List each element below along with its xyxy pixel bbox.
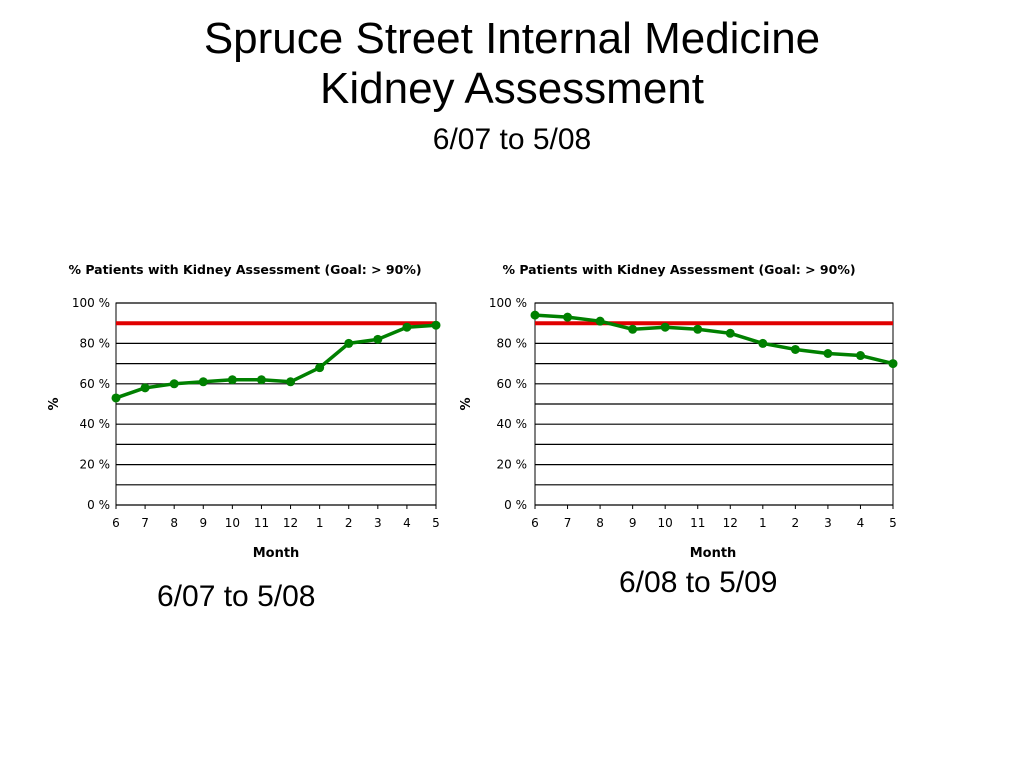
x-tick-label: 4	[403, 516, 411, 530]
x-tick-label: 9	[199, 516, 207, 530]
chart-title: % Patients with Kidney Assessment (Goal:…	[502, 262, 855, 277]
y-tick-label: 80 %	[497, 336, 528, 350]
x-tick-label: 5	[889, 516, 897, 530]
plot-border	[534, 302, 894, 506]
y-tick-label: 60 %	[497, 377, 528, 391]
data-point	[315, 363, 325, 373]
data-point	[888, 359, 898, 369]
x-tick-label: 11	[690, 516, 705, 530]
y-tick-label: 60 %	[80, 377, 111, 391]
data-point	[758, 338, 768, 348]
slide-title-block: Spruce Street Internal Medicine Kidney A…	[0, 14, 1024, 160]
data-point	[431, 320, 441, 330]
data-point	[140, 383, 150, 393]
data-point	[111, 393, 121, 403]
x-tick-label: 8	[596, 516, 604, 530]
data-point	[855, 351, 865, 361]
slide-subtitle: 6/07 to 5/08	[432, 123, 592, 156]
y-tick-label: 20 %	[80, 458, 111, 472]
x-tick-label: 7	[564, 516, 572, 530]
x-tick-label: 6	[112, 516, 120, 530]
y-tick-label: 0 %	[504, 498, 527, 512]
x-tick-label: 7	[141, 516, 149, 530]
x-tick-label: 2	[792, 516, 800, 530]
data-point	[563, 312, 573, 322]
caption-left: 6/07 to 5/08	[157, 580, 316, 613]
x-tick-label: 5	[432, 516, 440, 530]
x-tick-label: 2	[345, 516, 353, 530]
chart-title: % Patients with Kidney Assessment (Goal:…	[68, 262, 421, 277]
y-tick-label: 100 %	[489, 296, 527, 310]
data-point	[227, 375, 237, 385]
data-point	[790, 344, 800, 354]
data-point	[373, 334, 383, 344]
x-axis-label: Month	[253, 546, 300, 561]
data-point	[693, 324, 703, 334]
y-tick-label: 100 %	[72, 296, 110, 310]
x-tick-label: 4	[857, 516, 865, 530]
x-tick-label: 1	[316, 516, 324, 530]
x-tick-label: 3	[824, 516, 832, 530]
data-point	[169, 379, 179, 389]
y-axis-label: %	[459, 397, 474, 410]
x-tick-label: 3	[374, 516, 382, 530]
data-point	[286, 377, 296, 387]
y-tick-label: 80 %	[80, 336, 111, 350]
slide-title-line2: Kidney Assessment	[320, 64, 704, 113]
y-tick-label: 0 %	[87, 498, 110, 512]
x-tick-label: 6	[531, 516, 539, 530]
x-tick-label: 12	[723, 516, 738, 530]
y-tick-label: 40 %	[497, 417, 528, 431]
x-tick-label: 12	[283, 516, 298, 530]
y-tick-label: 20 %	[497, 458, 528, 472]
slide-title-line1: Spruce Street Internal Medicine	[203, 14, 821, 63]
data-point	[198, 377, 208, 387]
data-point	[725, 328, 735, 338]
x-tick-label: 9	[629, 516, 637, 530]
x-tick-label: 11	[254, 516, 269, 530]
data-point	[823, 349, 833, 358]
x-tick-label: 1	[759, 516, 767, 530]
plot-border	[115, 302, 437, 506]
x-tick-label: 8	[170, 516, 178, 530]
series-line	[115, 323, 437, 400]
x-tick-label: 10	[658, 516, 673, 530]
data-point	[402, 322, 412, 332]
data-point	[595, 316, 605, 326]
data-point	[256, 375, 266, 385]
data-point	[660, 322, 670, 332]
data-point	[344, 338, 354, 348]
caption-right: 6/08 to 5/09	[619, 566, 778, 599]
y-axis-label: %	[47, 397, 62, 410]
x-axis-label: Month	[690, 546, 737, 561]
series-line	[534, 313, 894, 366]
data-point	[628, 324, 638, 334]
data-point	[530, 310, 540, 320]
y-tick-label: 40 %	[80, 417, 111, 431]
x-tick-label: 10	[225, 516, 240, 530]
